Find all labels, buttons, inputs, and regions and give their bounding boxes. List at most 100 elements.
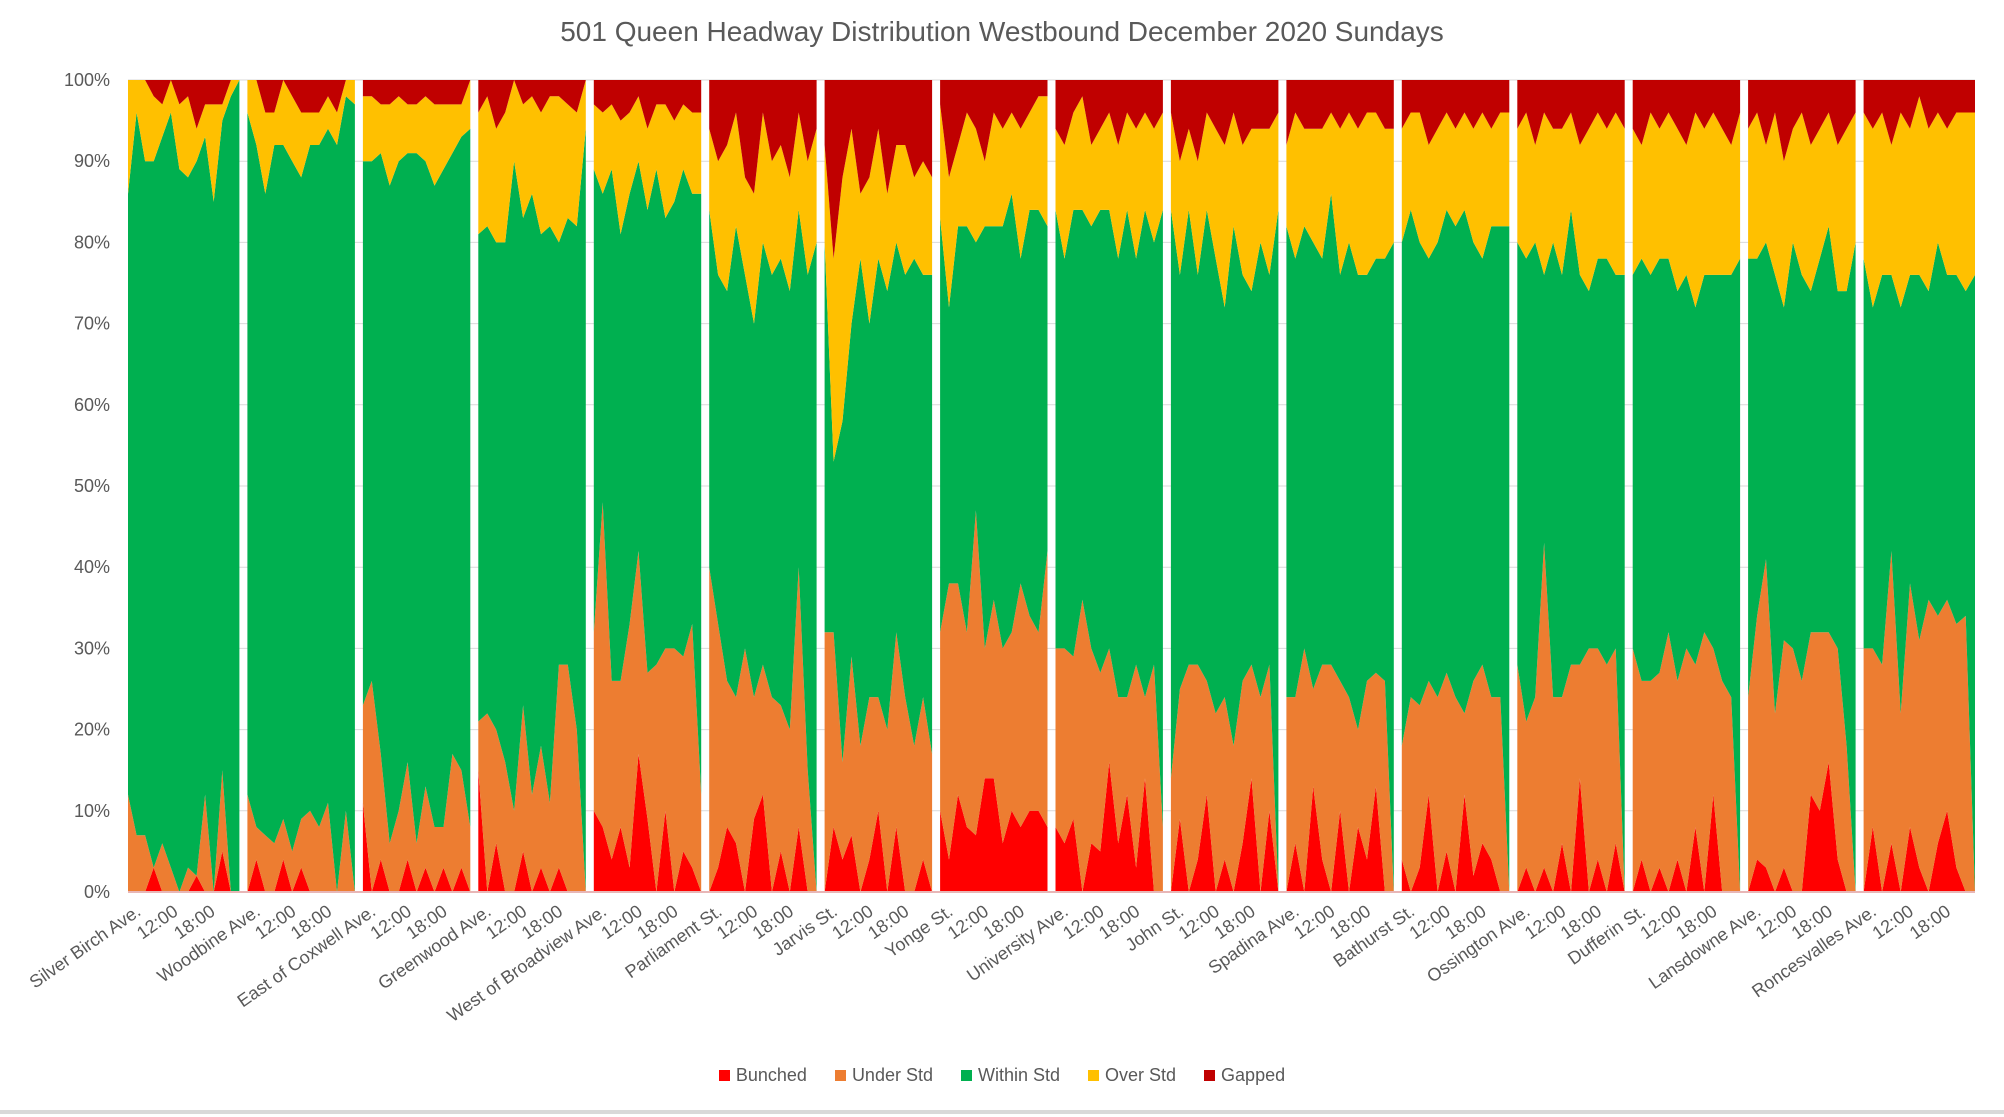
chart-title: 501 Queen Headway Distribution Westbound… [560,16,1444,47]
area-under-std [1632,632,1741,892]
area-gapped [1517,80,1625,145]
y-tick-label: 100% [64,70,110,90]
area-over-std [1748,112,1856,308]
area-under-std [940,510,1048,860]
stop-segment [824,80,933,892]
y-tick-label: 90% [74,151,110,171]
x-tick-time-label: 12:00 [1869,901,1917,943]
area-gapped [478,80,586,129]
area-bunched [1055,762,1163,892]
stop-segment [1170,80,1279,892]
area-over-std [593,96,702,235]
stop-segment [128,80,240,892]
area-gapped [362,80,471,105]
area-within-std [247,96,355,892]
area-under-std [1286,648,1394,892]
y-tick-label: 10% [74,801,110,821]
area-under-std [362,680,471,892]
area-gapped [1401,80,1510,145]
area-gapped [1632,80,1741,145]
area-over-std [1401,112,1510,259]
area-over-std [478,80,586,243]
area-within-std [1632,258,1741,893]
area-under-std [1748,559,1856,892]
area-within-std [940,193,1048,649]
legend-swatch [1088,1070,1100,1081]
y-tick-label: 20% [74,720,110,740]
area-within-std [1517,209,1625,892]
area-gapped [247,80,355,113]
area-within-std [593,161,702,795]
area-over-std [940,96,1048,308]
area-gapped [1748,80,1856,162]
x-tick-time-label: 18:00 [1906,901,1954,943]
area-over-std [1863,96,1975,308]
area-within-std [1055,209,1163,827]
area-under-std [1401,664,1510,892]
area-bunched [1863,810,1975,892]
stop-segment [1748,80,1856,892]
y-tick-label: 30% [74,638,110,658]
y-axis-ticks: 0% 10% 20% 30% 40% 50% 60% 70% 80% 90% 100% [64,70,110,902]
legend-swatch [1204,1070,1216,1081]
area-gapped [824,80,933,259]
area-bunched [1748,762,1856,892]
area-over-std [824,128,933,462]
area-bunched [128,851,240,892]
area-bunched [1401,794,1510,892]
area-under-std [478,664,586,892]
area-over-std [709,112,817,324]
area-bunched [940,778,1048,892]
stop-segment [478,80,586,892]
legend-item: Under Std [834,1065,933,1086]
legend-item: Gapped [1204,1065,1285,1086]
stop-segment [1055,80,1163,892]
area-under-std [1055,599,1163,892]
area-within-std [1170,209,1279,892]
x-tick-stop-label: Silver Birch Ave. [26,901,145,992]
area-within-std [709,209,817,892]
area-under-std [1863,551,1975,892]
area-gapped [1170,80,1279,162]
legend-label: Over Std [1105,1065,1177,1085]
legend-label: Under Std [851,1065,933,1085]
x-tick-time-label: 12:00 [133,901,181,943]
legend-label: Within Std [977,1065,1061,1085]
area-under-std [824,632,933,892]
legend-label: Gapped [1221,1065,1286,1085]
stop-segment [247,80,355,892]
area-under-std [1517,542,1625,892]
area-under-std [128,770,240,892]
y-tick-label: 70% [74,314,110,334]
area-bunched [1170,778,1279,892]
area-bunched [593,754,702,892]
area-over-std [1632,112,1741,308]
area-within-std [1863,242,1975,892]
area-under-std [709,567,817,892]
area-gapped [593,80,702,129]
area-bunched [709,794,817,892]
area-over-std [247,80,355,194]
legend: Bunched Under Std Within Std Over Std Gapped [0,1065,2004,1086]
area-series [128,80,1975,893]
area-within-std [1286,193,1394,892]
area-within-std [1748,226,1856,892]
area-bunched [1517,778,1625,892]
y-tick-label: 60% [74,395,110,415]
area-bunched [247,859,355,892]
legend-item: Over Std [1088,1065,1176,1086]
y-tick-label: 50% [74,476,110,496]
stop-segment [940,80,1048,892]
area-gapped [940,80,1048,178]
area-bunched [824,810,933,892]
stop-segment [1632,80,1741,893]
legend-swatch [834,1070,846,1081]
area-within-std [824,242,933,763]
y-tick-label: 40% [74,557,110,577]
area-over-std [362,80,471,186]
area-gapped [1286,80,1394,145]
area-bunched [362,802,471,892]
area-over-std [128,80,240,202]
